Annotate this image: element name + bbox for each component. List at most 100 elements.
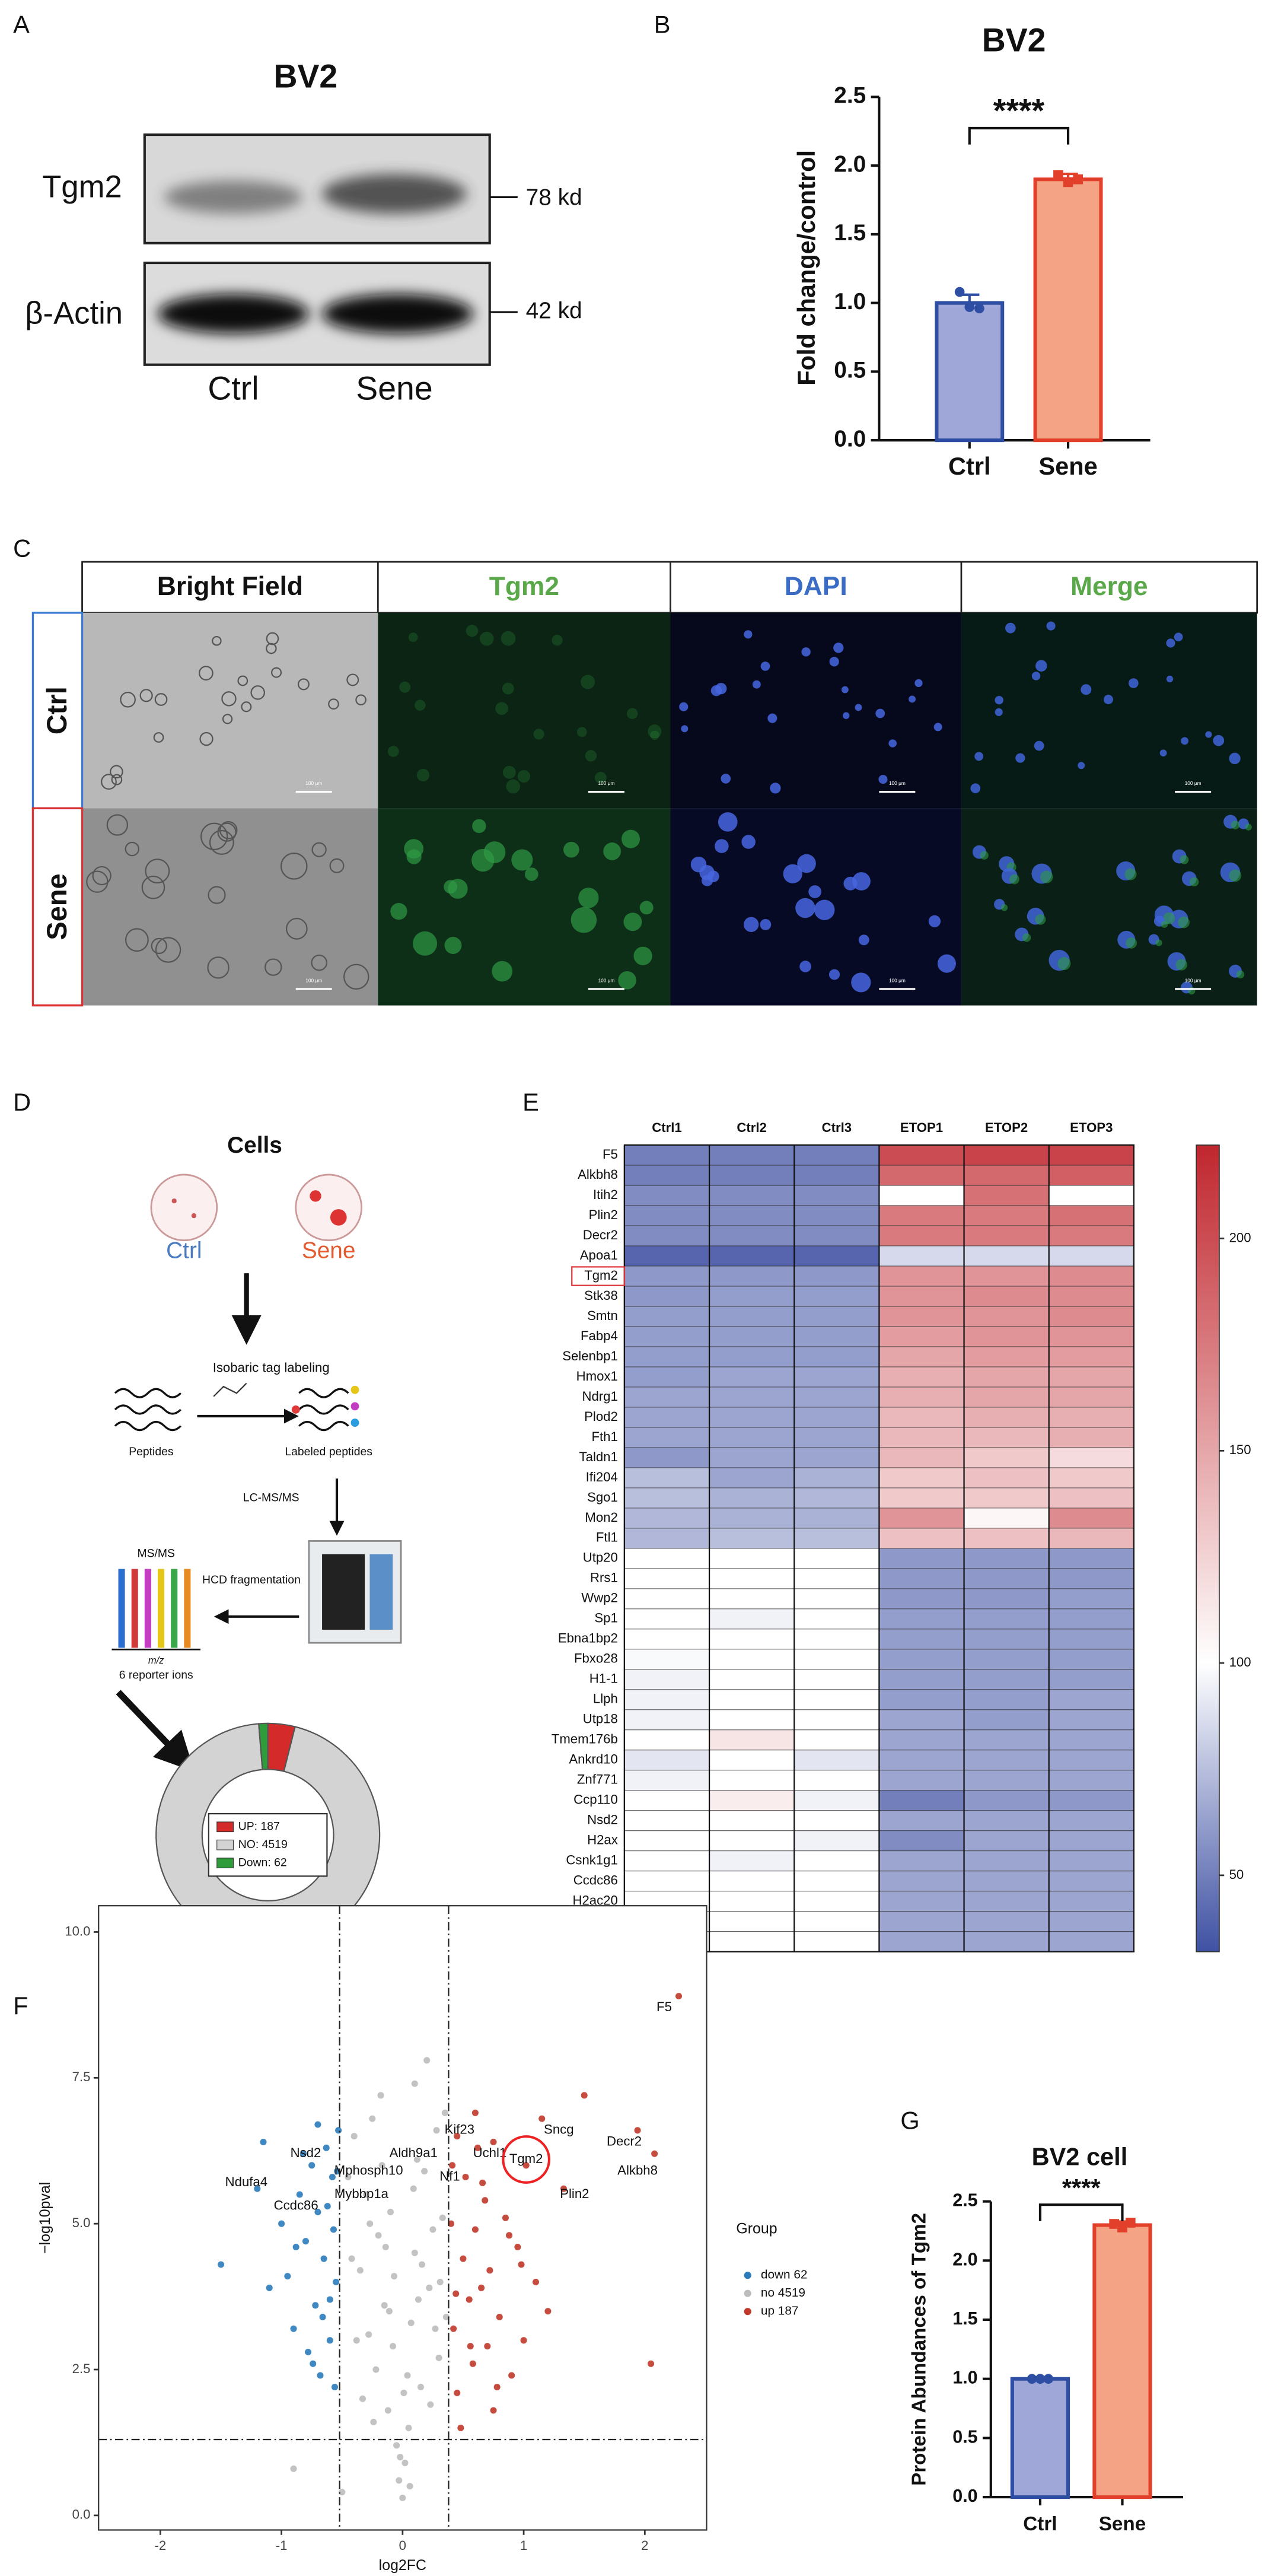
cell — [191, 1213, 197, 1219]
heatmap-cell — [793, 1850, 879, 1872]
workflow-title: Cells — [227, 1133, 282, 1158]
data-point — [290, 2465, 297, 2472]
row-label-box — [31, 807, 84, 1007]
cell — [199, 732, 213, 746]
row-label: Utp20 — [583, 1550, 618, 1565]
cell — [928, 915, 941, 927]
heatmap-cell — [1049, 1427, 1134, 1448]
legend-marker — [744, 2272, 751, 2279]
data-point — [479, 2179, 486, 2186]
cell — [1128, 678, 1139, 688]
step-label: Isobaric tag labeling — [213, 1360, 330, 1375]
heatmap-cell — [878, 1265, 964, 1287]
heatmap-cell — [709, 1366, 795, 1388]
data-point — [421, 2168, 428, 2175]
heatmap-cell — [793, 1810, 879, 1831]
heatmap-cell — [624, 1770, 710, 1791]
cell — [106, 814, 129, 836]
data-point — [634, 2127, 641, 2134]
heatmap-cell — [624, 1205, 710, 1226]
heatmap-cell — [964, 1669, 1050, 1690]
heatmap-cell — [878, 1508, 964, 1529]
cell — [271, 667, 282, 678]
cell — [797, 854, 816, 873]
heatmap-cell — [709, 1588, 795, 1610]
point-annotation: Sncg — [544, 2122, 573, 2137]
cell — [1031, 672, 1041, 680]
row-label: Plin2 — [589, 1207, 618, 1222]
heatmap-cell — [1049, 1286, 1134, 1307]
cell — [770, 783, 781, 794]
point-annotation: Aldh9a1 — [390, 2145, 438, 2160]
heatmap-cell — [1049, 1528, 1134, 1549]
heatmap-cell — [709, 1729, 795, 1751]
cell — [222, 714, 233, 724]
significance-bracket — [968, 126, 1070, 145]
data-point — [330, 2226, 337, 2233]
data-point — [417, 2383, 425, 2391]
cell — [855, 704, 862, 711]
heatmap-cell — [1049, 1386, 1134, 1408]
heatmap-cell — [1049, 1265, 1134, 1287]
instrument-part — [369, 1554, 393, 1630]
cell — [153, 732, 164, 743]
heatmap-cell — [878, 1306, 964, 1327]
heatmap-cell — [709, 1205, 795, 1226]
heatmap-cell — [709, 1185, 795, 1206]
heatmap-cell — [964, 1750, 1050, 1771]
cell — [970, 783, 981, 793]
colorbar-tick-label: 50 — [1229, 1867, 1244, 1882]
lane-label: Sene — [356, 370, 432, 407]
heatmap-cell — [624, 1386, 710, 1408]
data-point — [490, 2407, 497, 2414]
legend-label: UP: 187 — [238, 1820, 280, 1833]
reporter-bars — [111, 1569, 201, 1650]
heatmap-cell — [1049, 1790, 1134, 1811]
row-label: Ctrl — [41, 686, 72, 734]
heatmap-cell — [878, 1407, 964, 1428]
heatmap-cell — [878, 1911, 964, 1932]
data-point — [406, 2483, 413, 2490]
data-point — [411, 2249, 418, 2256]
cell — [679, 702, 689, 711]
cell — [1166, 675, 1174, 683]
data-point — [299, 2150, 307, 2157]
heatmap-cell — [964, 1810, 1050, 1831]
heatmap-cell — [878, 1770, 964, 1791]
data-point — [496, 2313, 503, 2321]
cell — [416, 768, 430, 782]
row-label-box — [31, 612, 84, 810]
heatmap-cell — [709, 1165, 795, 1186]
heatmap-cell — [878, 1830, 964, 1852]
heatmap-cell — [964, 1528, 1050, 1549]
data-point — [319, 2313, 326, 2321]
cell — [408, 632, 418, 643]
micrograph — [961, 808, 1257, 1006]
heatmap-cell — [709, 1346, 795, 1367]
heatmap-cell — [624, 1245, 710, 1267]
cell — [1078, 762, 1085, 769]
heatmap-cell — [878, 1588, 964, 1610]
heatmap-cell — [964, 1508, 1050, 1529]
cell — [1189, 877, 1199, 887]
data-point — [345, 2173, 352, 2181]
row-label: Tmem176b — [552, 1732, 618, 1747]
data-point — [381, 2302, 388, 2309]
heatmap-cell — [793, 1306, 879, 1327]
cell — [355, 694, 367, 705]
heatmap-cell — [793, 1629, 879, 1650]
y-tick-label: 0.0 — [834, 426, 866, 451]
heatmap-cell — [878, 1729, 964, 1751]
data-point — [401, 2459, 409, 2466]
heatmap-cell — [624, 1871, 710, 1892]
data-point — [413, 2156, 420, 2163]
heatmap-cell — [793, 1386, 879, 1408]
data-point — [1027, 2374, 1037, 2384]
data-point — [314, 2121, 321, 2128]
heatmap-cell — [964, 1185, 1050, 1206]
heatmap-cell — [878, 1568, 964, 1589]
heatmap-cell — [793, 1508, 879, 1529]
heatmap-cell — [1049, 1165, 1134, 1186]
size-label: 42 kd — [526, 298, 582, 323]
cell — [110, 765, 123, 779]
